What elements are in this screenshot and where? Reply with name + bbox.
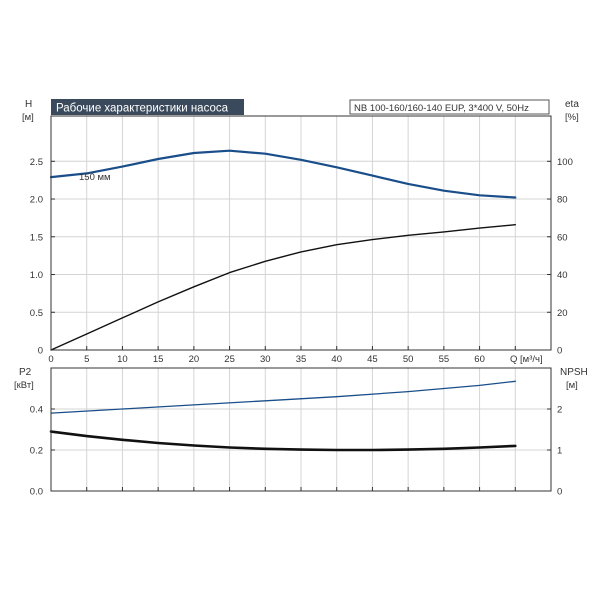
y2-axis-unit-npsh: [м]	[566, 380, 578, 391]
plot-frame	[50, 115, 552, 351]
y-tick-label: 2.5	[30, 157, 43, 168]
y-tick-label: 0.0	[30, 487, 43, 498]
chart-subtitle-box	[349, 99, 550, 115]
y-axis-label-p2: P2	[19, 367, 32, 378]
y-tick-label: 1.5	[30, 232, 43, 243]
curves	[49, 149, 517, 452]
chart-title: Рабочие характеристики насоса	[56, 103, 229, 115]
y-tick-label: 2.0	[30, 195, 43, 206]
y-tick-label: 0	[38, 346, 43, 357]
x-tick-label: 5	[84, 354, 89, 365]
y2-tick-label: 40	[557, 270, 568, 281]
x-tick-label: 30	[260, 354, 271, 365]
chart-subtitle: NB 100-160/160-140 EUP, 3*400 V, 50Hz	[354, 103, 529, 114]
plot-frame	[50, 367, 552, 492]
y-axis-label-h: H	[25, 99, 32, 110]
x-tick-label: 0	[48, 354, 53, 365]
series-line	[50, 224, 516, 351]
x-tick-label: 60	[474, 354, 485, 365]
y2-tick-label: 20	[557, 308, 568, 319]
y2-axis-label-npsh: NPSH	[560, 367, 588, 378]
frames	[50, 115, 552, 492]
y2-tick-label: 1	[557, 446, 562, 457]
y-axis-unit-p2: [кВт]	[14, 380, 34, 391]
x-axis-label-q: Q [м³/ч]	[510, 354, 543, 365]
y-axis-unit-h: [м]	[22, 112, 34, 123]
x-tick-label: 50	[403, 354, 414, 365]
x-tick-label: 40	[331, 354, 342, 365]
series-line	[50, 380, 516, 414]
y-tick-label: 0.2	[30, 446, 43, 457]
x-tick-label: 15	[153, 354, 164, 365]
series-label-150mm: 150 мм	[79, 172, 111, 183]
y2-tick-label: 0	[557, 487, 562, 498]
y2-tick-label: 80	[557, 195, 568, 206]
x-tick-label: 55	[439, 354, 450, 365]
y2-tick-label: 60	[557, 232, 568, 243]
y2-axis-unit-eta: [%]	[565, 112, 579, 123]
x-tick-label: 10	[117, 354, 128, 365]
x-tick-label: 45	[367, 354, 378, 365]
y-tick-label: 0.4	[30, 405, 43, 416]
x-tick-label: 35	[296, 354, 307, 365]
grid	[51, 116, 551, 491]
y2-tick-label: 0	[557, 346, 562, 357]
y-tick-label: 1.0	[30, 270, 43, 281]
y2-axis-label-eta: eta	[565, 99, 579, 110]
y2-tick-label: 100	[557, 157, 573, 168]
x-tick-label: 20	[189, 354, 200, 365]
series-line	[49, 149, 517, 199]
y2-tick-label: 2	[557, 405, 562, 416]
y-tick-label: 0.5	[30, 308, 43, 319]
x-tick-label: 25	[224, 354, 235, 365]
chart-title-box	[51, 99, 244, 115]
series-line	[49, 430, 517, 452]
